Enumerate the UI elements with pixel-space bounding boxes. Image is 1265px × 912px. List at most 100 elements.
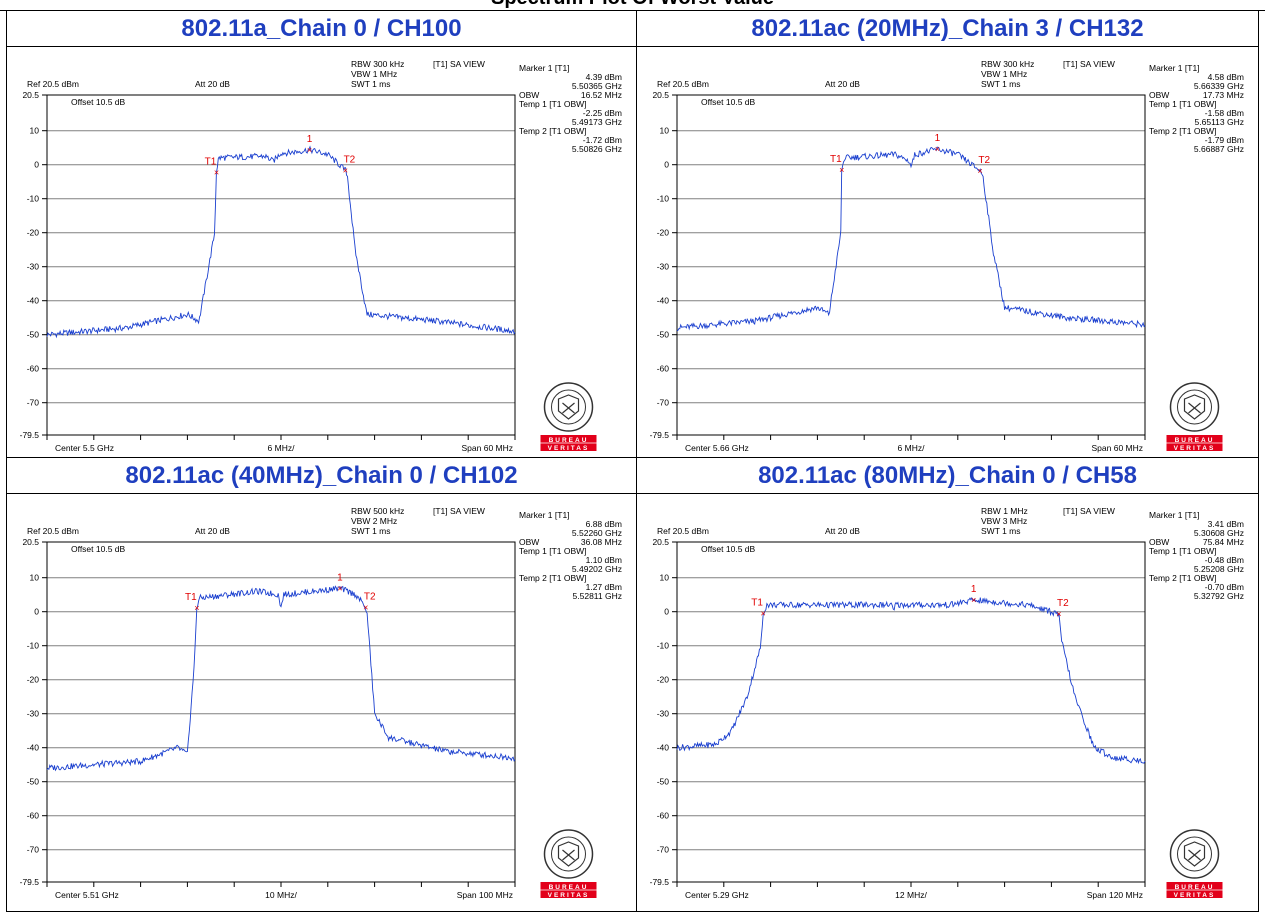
marker-point: × (307, 145, 312, 155)
y-tick-label: -79.5 (20, 430, 40, 440)
marker-point: × (363, 602, 368, 612)
marker-readout-value: 3.41 dBm (1208, 519, 1244, 529)
offset-label: Offset 10.5 dB (71, 544, 126, 554)
x-center-label: Center 5.66 GHz (685, 443, 749, 453)
y-tick-label: -60 (27, 811, 40, 821)
marker-label: T1 (205, 156, 217, 167)
y-tick-label: -70 (657, 845, 670, 855)
spectrum-trace (676, 146, 1146, 332)
offset-label: Offset 10.5 dB (701, 97, 756, 107)
y-tick-label: -40 (657, 743, 670, 753)
vbw-label: VBW 1 MHz (981, 69, 1027, 79)
attenuation-label: Att 20 dB (195, 79, 230, 89)
panel-title: 802.11ac (40MHz)_Chain 0 / CH102 (7, 459, 636, 494)
marker-readout-value: 36.08 MHz (581, 537, 622, 547)
rbw-label: RBW 500 kHz (351, 506, 404, 516)
vbw-label: VBW 2 MHz (351, 516, 397, 526)
marker-readout-freq: 5.66887 GHz (1194, 144, 1244, 154)
marker-readout-value: 6.88 dBm (586, 519, 622, 529)
marker-readout-value: 4.58 dBm (1208, 72, 1244, 82)
vbw-label: VBW 3 MHz (981, 516, 1027, 526)
marker-label: 1 (337, 572, 343, 583)
bv-cross-icon (562, 849, 575, 861)
y-tick-label: 10 (30, 573, 40, 583)
marker-readout-freq: 5.50365 GHz (572, 81, 622, 91)
rbw-label: RBW 300 kHz (351, 59, 404, 69)
x-division-label: 6 MHz/ (898, 443, 926, 453)
chart-panel-2: 802.11ac (20MHz)_Chain 3 / CH132 Ref 20.… (636, 10, 1259, 458)
panel-title: 802.11a_Chain 0 / CH100 (7, 12, 636, 47)
marker-readout-freq: 5.52260 GHz (572, 528, 622, 538)
attenuation-label: Att 20 dB (195, 526, 230, 536)
marker-readout-label: Marker 1 [T1] (1149, 63, 1200, 73)
marker-label: 1 (935, 133, 941, 144)
y-tick-label: -79.5 (20, 877, 40, 887)
marker-label: T2 (978, 155, 990, 166)
marker-readout-value: 1.10 dBm (586, 555, 622, 565)
trace-view-label: [T1] SA VIEW (433, 59, 485, 69)
attenuation-label: Att 20 dB (825, 526, 860, 536)
marker-readout-label: OBW (1149, 537, 1169, 547)
marker-readout-value: 1.27 dBm (586, 582, 622, 592)
x-division-label: 12 MHz/ (895, 890, 927, 900)
plot-frame (46, 94, 516, 436)
marker-point: × (1056, 609, 1061, 619)
y-tick-label: 20.5 (22, 537, 39, 547)
marker-readout-label: Temp 1 [T1 OBW] (1149, 99, 1217, 109)
chart-panel-1: 802.11a_Chain 0 / CH100 Ref 20.5 dBm Att … (6, 10, 637, 458)
marker-readout-label: Temp 2 [T1 OBW] (519, 573, 587, 583)
bv-seal-ring (551, 389, 586, 425)
bv-cross-icon (1188, 849, 1201, 861)
marker-readout-value: -1.72 dBm (583, 135, 622, 145)
bv-seal-ring (1177, 389, 1212, 425)
trace-view-label: [T1] SA VIEW (1063, 59, 1115, 69)
marker-point: × (343, 166, 348, 176)
marker-readout-value: 17.73 MHz (1203, 90, 1244, 100)
panel-title: 802.11ac (20MHz)_Chain 3 / CH132 (637, 12, 1258, 47)
x-division-label: 6 MHz/ (268, 443, 296, 453)
vbw-label: VBW 1 MHz (351, 69, 397, 79)
y-tick-label: 20.5 (22, 90, 39, 100)
marker-readout-value: -2.25 dBm (583, 108, 622, 118)
y-tick-label: -50 (27, 330, 40, 340)
bv-shield-icon (1183, 841, 1206, 867)
marker-readout-label: Marker 1 [T1] (519, 63, 570, 73)
offset-label: Offset 10.5 dB (701, 544, 756, 554)
y-tick-label: -79.5 (650, 430, 670, 440)
page-title-text: Spectrum Plot Of Worst Value (0, 0, 1265, 10)
y-tick-label: 0 (34, 160, 39, 170)
spectrum-trace (46, 145, 516, 339)
y-tick-label: -50 (27, 777, 40, 787)
y-tick-label: -79.5 (650, 877, 670, 887)
y-tick-label: -70 (657, 398, 670, 408)
marker-readout-label: OBW (519, 90, 539, 100)
y-tick-label: -10 (657, 194, 670, 204)
y-tick-label: -20 (27, 675, 40, 685)
marker-readout-value: 16.52 MHz (581, 90, 622, 100)
marker-label: T2 (364, 591, 376, 602)
y-tick-label: 20.5 (652, 537, 669, 547)
x-span-label: Span 100 MHz (457, 890, 513, 900)
ref-level-label: Ref 20.5 dBm (27, 526, 79, 536)
marker-readout-label: Temp 2 [T1 OBW] (1149, 573, 1217, 583)
panel-title: 802.11ac (80MHz)_Chain 0 / CH58 (637, 459, 1258, 494)
bv-logo-top-text: BUREAU (549, 884, 589, 891)
x-division-label: 10 MHz/ (265, 890, 297, 900)
bv-cross-icon (1188, 402, 1201, 414)
bv-shield-icon (557, 841, 580, 867)
sweep-time-label: SWT 1 ms (351, 526, 391, 536)
ref-level-label: Ref 20.5 dBm (657, 79, 709, 89)
x-center-label: Center 5.29 GHz (685, 890, 749, 900)
y-tick-label: -10 (27, 641, 40, 651)
marker-point: × (337, 583, 342, 593)
x-center-label: Center 5.51 GHz (55, 890, 119, 900)
marker-readout-freq: 5.49202 GHz (572, 564, 622, 574)
sweep-time-label: SWT 1 ms (981, 79, 1021, 89)
y-tick-label: 0 (664, 607, 669, 617)
x-span-label: Span 120 MHz (1087, 890, 1143, 900)
sweep-time-label: SWT 1 ms (981, 526, 1021, 536)
plot-frame (676, 541, 1146, 883)
ref-level-label: Ref 20.5 dBm (27, 79, 79, 89)
bv-shield-icon (557, 394, 580, 420)
